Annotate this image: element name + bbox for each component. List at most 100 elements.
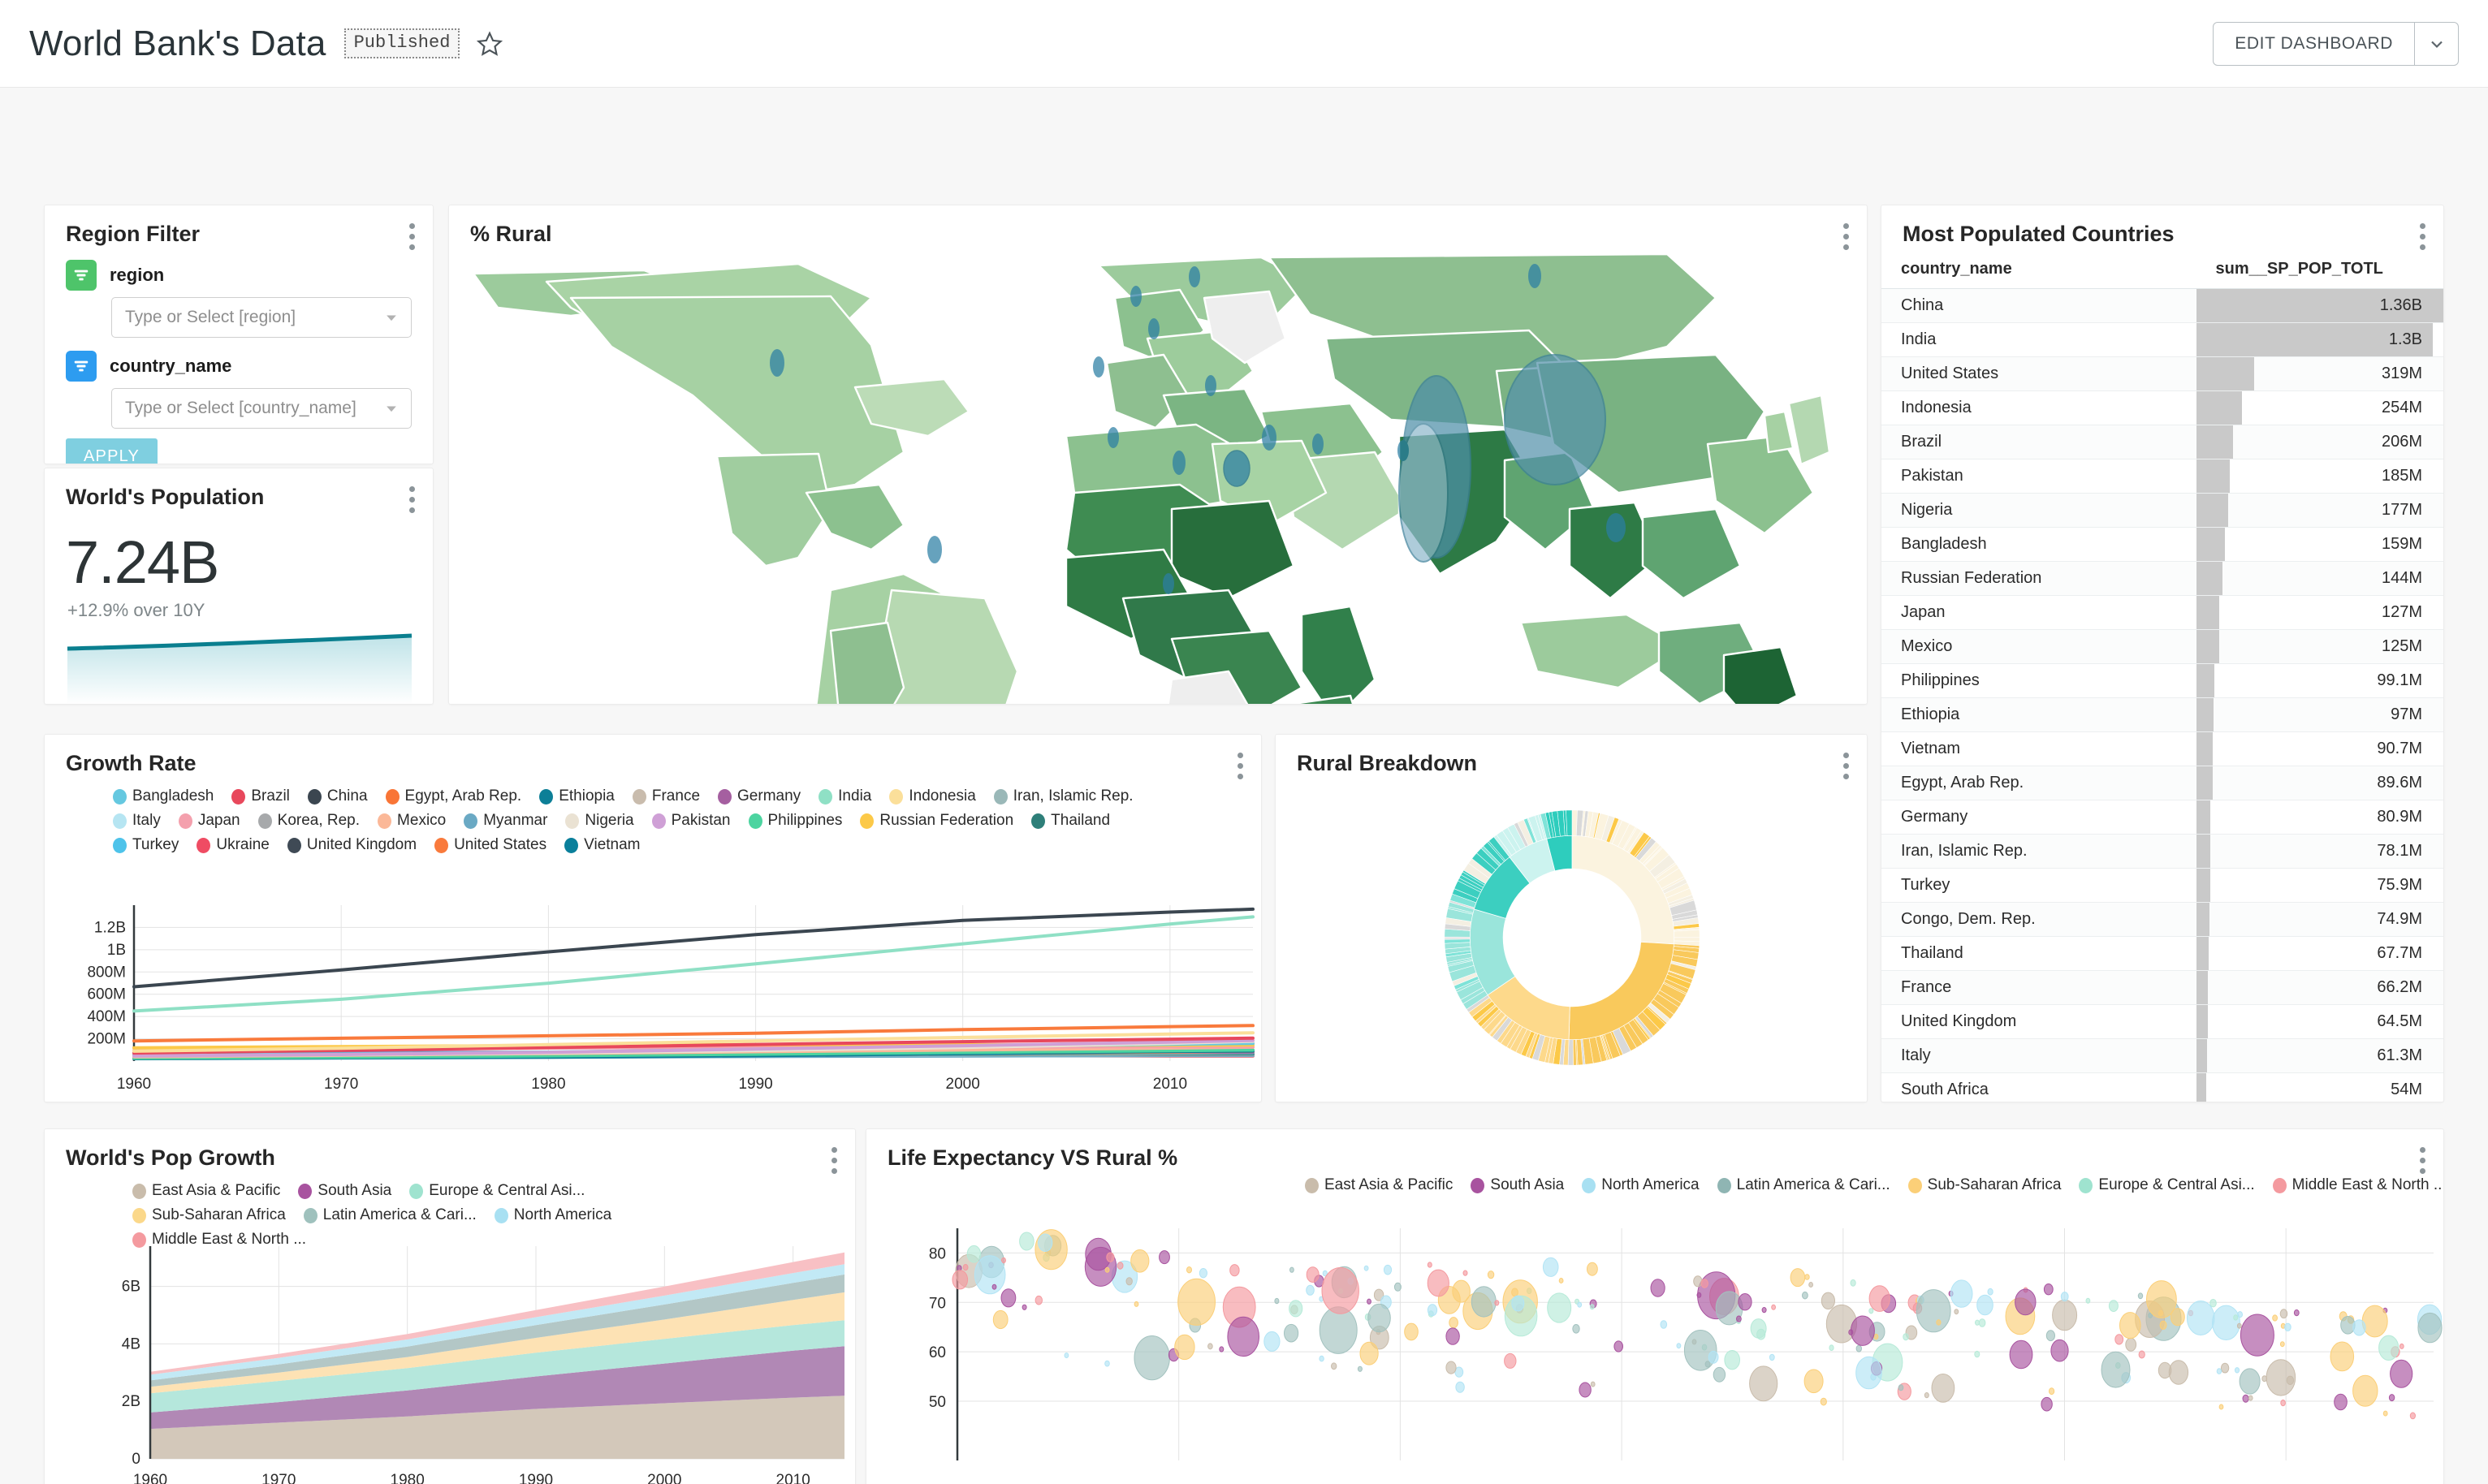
pop-growth-legend-item[interactable]: East Asia & Pacific <box>132 1182 280 1200</box>
scatter-bubble[interactable] <box>2108 1300 2119 1312</box>
table-row[interactable]: Bangladesh 159M <box>1881 527 2443 562</box>
scatter-bubble[interactable] <box>2119 1312 2141 1339</box>
growth-rate-legend-item[interactable]: Korea, Rep. <box>257 812 360 830</box>
table-row[interactable]: China 1.36B <box>1881 288 2443 323</box>
table-row[interactable]: Indonesia 254M <box>1881 390 2443 425</box>
scatter-bubble[interactable] <box>2409 1412 2417 1420</box>
scatter-bubble[interactable] <box>1589 1304 1595 1310</box>
donut-outer-slice[interactable] <box>1674 929 1700 938</box>
scatter-bubble[interactable] <box>1455 1381 1465 1393</box>
scatter-bubble[interactable] <box>2158 1361 2172 1379</box>
growth-rate-legend-item[interactable]: Indonesia <box>889 787 976 805</box>
life-expectancy-legend-item[interactable]: North America <box>1582 1176 1700 1194</box>
scatter-bubble[interactable] <box>1803 1369 1824 1394</box>
scatter-bubble[interactable] <box>2284 1322 2291 1332</box>
scatter-bubble[interactable] <box>2236 1322 2242 1329</box>
region-select[interactable]: Type or Select [region] <box>111 297 412 338</box>
growth-rate-legend-item[interactable]: France <box>632 787 700 805</box>
scatter-bubble[interactable] <box>1660 1320 1668 1329</box>
life-expectancy-legend-item[interactable]: East Asia & Pacific <box>1305 1176 1453 1194</box>
scatter-bubble[interactable] <box>1404 1322 1419 1341</box>
scatter-bubble[interactable] <box>2146 1280 2177 1318</box>
growth-rate-legend-item[interactable]: United Kingdom <box>287 836 417 854</box>
table-row[interactable]: Vietnam 90.7M <box>1881 731 2443 766</box>
scatter-bubble[interactable] <box>991 1283 997 1290</box>
scatter-bubble[interactable] <box>2388 1394 2395 1402</box>
scatter-bubble[interactable] <box>1738 1293 1752 1311</box>
scatter-bubble[interactable] <box>1650 1279 1665 1297</box>
apply-button[interactable]: APPLY <box>66 438 158 464</box>
growth-rate-legend-item[interactable]: Iran, Islamic Rep. <box>993 787 1134 805</box>
scatter-bubble[interactable] <box>1855 1344 1863 1352</box>
scatter-bubble[interactable] <box>1462 1270 1468 1276</box>
scatter-bubble[interactable] <box>2050 1339 2069 1362</box>
scatter-bubble[interactable] <box>1587 1262 1598 1276</box>
scatter-bubble[interactable] <box>1579 1382 1592 1398</box>
scatter-bubble[interactable] <box>1790 1268 1806 1288</box>
scatter-bubble[interactable] <box>1367 1298 1371 1305</box>
scatter-bubble[interactable] <box>2049 1387 2055 1396</box>
scatter-bubble[interactable] <box>966 1245 982 1263</box>
scatter-bubble[interactable] <box>1427 1304 1438 1317</box>
scatter-bubble[interactable] <box>1022 1304 1027 1310</box>
table-row[interactable]: Congo, Dem. Rep. 74.9M <box>1881 902 2443 937</box>
scatter-bubble[interactable] <box>1736 1315 1742 1322</box>
scatter-bubble[interactable] <box>1322 1270 1328 1277</box>
table-row[interactable]: Mexico 125M <box>1881 629 2443 664</box>
scatter-bubble[interactable] <box>1227 1316 1260 1357</box>
scatter-bubble[interactable] <box>1199 1268 1207 1279</box>
scatter-bubble[interactable] <box>2293 1309 2300 1317</box>
table-row[interactable]: India 1.3B <box>1881 322 2443 357</box>
growth-rate-legend-item[interactable]: Turkey <box>113 836 179 854</box>
life-expectancy-scatter-chart[interactable]: 50 60 70 80 <box>866 1225 2444 1484</box>
scatter-bubble[interactable] <box>1987 1288 1993 1296</box>
scatter-bubble[interactable] <box>1494 1300 1500 1306</box>
scatter-bubble[interactable] <box>1936 1319 1942 1326</box>
life-expectancy-legend-item[interactable]: Middle East & North ... <box>2272 1176 2443 1194</box>
scatter-bubble[interactable] <box>1219 1346 1225 1352</box>
scatter-bubble[interactable] <box>2137 1292 2144 1300</box>
scatter-bubble[interactable] <box>1724 1350 1740 1370</box>
scatter-bubble[interactable] <box>1367 1303 1391 1333</box>
scatter-bubble[interactable] <box>2041 1396 2053 1412</box>
column-header-country-name[interactable]: country_name <box>1881 247 2196 289</box>
scatter-bubble[interactable] <box>952 1270 969 1290</box>
kebab-menu-icon[interactable] <box>1842 223 1849 250</box>
scatter-bubble[interactable] <box>1542 1257 1559 1277</box>
rural-breakdown-donut-chart[interactable] <box>1438 800 1706 1076</box>
scatter-bubble[interactable] <box>1427 1269 1449 1297</box>
growth-rate-legend-item[interactable]: Mexico <box>378 812 446 830</box>
scatter-bubble[interactable] <box>2382 1410 2388 1417</box>
scatter-bubble[interactable] <box>2417 1312 2443 1344</box>
scatter-bubble[interactable] <box>2242 1394 2249 1403</box>
scatter-bubble[interactable] <box>2261 1375 2267 1383</box>
scatter-bubble[interactable] <box>1850 1279 1856 1287</box>
scatter-bubble[interactable] <box>1284 1323 1299 1343</box>
scatter-bubble[interactable] <box>2280 1400 2286 1407</box>
pop-growth-legend-item[interactable]: South Asia <box>298 1182 391 1200</box>
scatter-bubble[interactable] <box>1558 1278 1564 1283</box>
scatter-bubble[interactable] <box>1898 1384 1904 1391</box>
scatter-bubble[interactable] <box>1363 1265 1369 1271</box>
scatter-bubble[interactable] <box>2378 1335 2399 1361</box>
kebab-menu-icon[interactable] <box>2419 1147 2425 1174</box>
table-row[interactable]: Turkey 75.9M <box>1881 868 2443 903</box>
scatter-bubble[interactable] <box>1700 1279 1708 1288</box>
scatter-bubble[interactable] <box>2399 1343 2404 1349</box>
scatter-bubble[interactable] <box>1207 1343 1213 1350</box>
scatter-bubble[interactable] <box>2361 1305 2388 1338</box>
growth-rate-legend-item[interactable]: Myanmar <box>464 812 547 830</box>
scatter-bubble[interactable] <box>1321 1267 1359 1314</box>
scatter-bubble[interactable] <box>1547 1292 1572 1323</box>
scatter-bubble[interactable] <box>2248 1395 2253 1401</box>
pop-growth-legend-item[interactable]: Middle East & North ... <box>132 1231 306 1249</box>
scatter-bubble[interactable] <box>1186 1266 1192 1274</box>
scatter-bubble[interactable] <box>2085 1297 2091 1304</box>
scatter-bubble[interactable] <box>1978 1318 1986 1327</box>
scatter-bubble[interactable] <box>2218 1404 2224 1410</box>
scatter-bubble[interactable] <box>1104 1266 1110 1273</box>
scatter-bubble[interactable] <box>2272 1314 2278 1322</box>
growth-rate-legend-item[interactable]: Ukraine <box>197 836 270 854</box>
scatter-bubble[interactable] <box>1383 1264 1393 1275</box>
donut-outer-slice[interactable] <box>1566 809 1573 836</box>
